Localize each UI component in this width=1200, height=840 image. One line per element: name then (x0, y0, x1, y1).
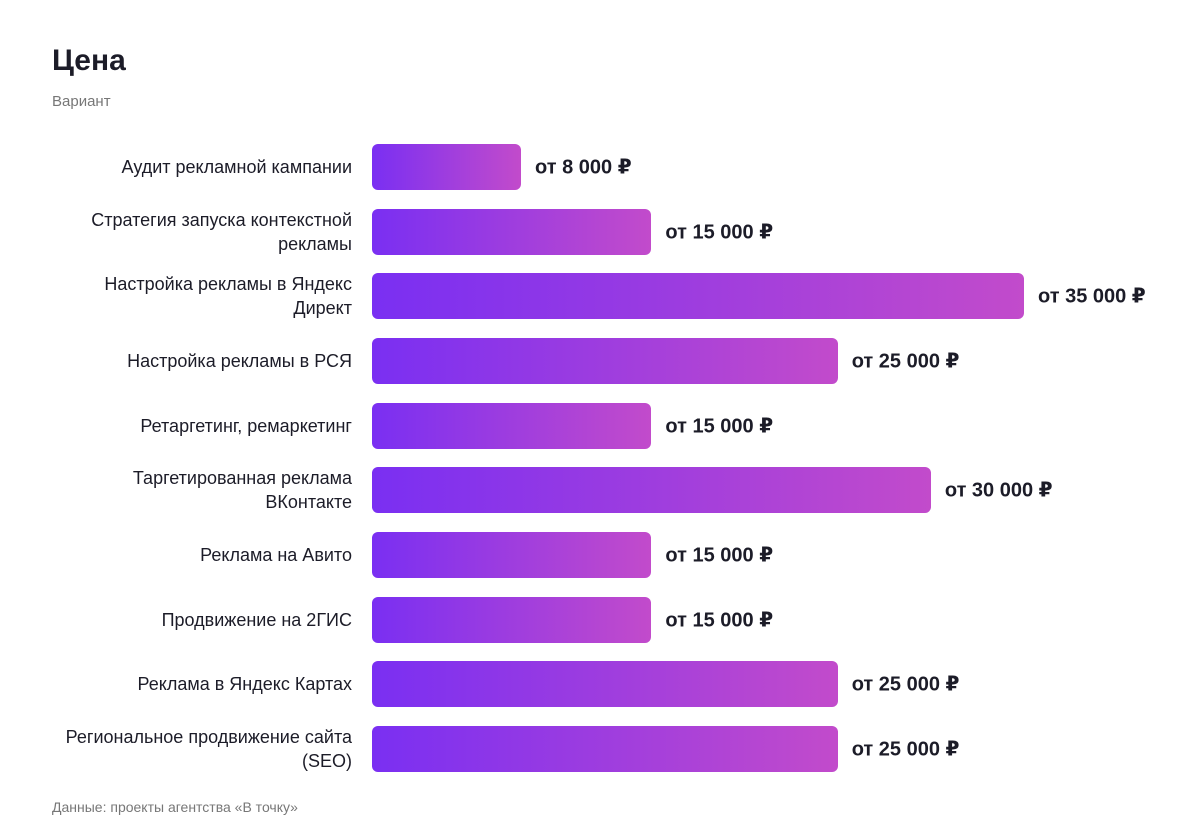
bar (372, 725, 838, 772)
value-label: от 15 000 ₽ (665, 415, 774, 438)
category-label: Таргетированная реклама ВКонтакте (132, 468, 352, 513)
category-label: Настройка рекламы в Яндекс Директ (104, 274, 352, 319)
category-label: Реклама в Яндекс Картах (137, 674, 352, 695)
bar (372, 402, 652, 449)
bar (372, 144, 522, 190)
category-label: Настройка рекламы в РСЯ (127, 350, 352, 371)
value-label: от 35 000 ₽ (1038, 285, 1146, 308)
value-label: от 15 000 ₽ (665, 609, 774, 632)
bar (372, 337, 838, 384)
chart-subtitle: Вариант (52, 93, 111, 110)
category-label: Стратегия запуска контекстной рекламы (91, 209, 352, 254)
category-label: Реклама на Авито (200, 544, 352, 565)
bar (372, 467, 931, 514)
bar (372, 661, 838, 708)
chart-title: Цена (52, 44, 126, 77)
category-label: Региональное продвижение сайта (SEO) (65, 726, 352, 771)
value-label: от 30 000 ₽ (944, 479, 1053, 502)
category-label: Ретаргетинг, ремаркетинг (140, 415, 352, 436)
value-label: от 15 000 ₽ (665, 544, 774, 567)
bar (372, 596, 652, 643)
value-label: от 25 000 ₽ (851, 738, 960, 761)
bar (372, 531, 652, 578)
value-label: от 25 000 ₽ (851, 673, 960, 696)
bar (372, 208, 652, 255)
category-label: Продвижение на 2ГИС (161, 609, 352, 630)
source-note: Данные: проекты агентства «В точку» (52, 799, 298, 815)
category-label: Аудит рекламной кампании (121, 157, 352, 177)
value-label: от 25 000 ₽ (851, 350, 960, 373)
bar (372, 273, 1024, 320)
value-label: от 15 000 ₽ (665, 221, 774, 244)
value-label: от 8 000 ₽ (535, 156, 632, 179)
